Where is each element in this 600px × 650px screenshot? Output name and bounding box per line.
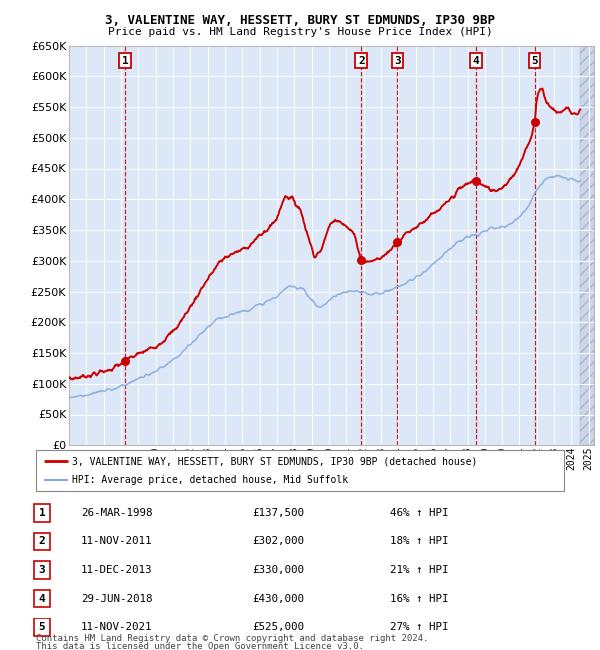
Text: 11-DEC-2013: 11-DEC-2013	[81, 565, 152, 575]
Text: £330,000: £330,000	[252, 565, 304, 575]
Text: 27% ↑ HPI: 27% ↑ HPI	[390, 622, 449, 632]
Text: 16% ↑ HPI: 16% ↑ HPI	[390, 593, 449, 604]
Text: 26-MAR-1998: 26-MAR-1998	[81, 508, 152, 518]
Text: 3, VALENTINE WAY, HESSETT, BURY ST EDMUNDS, IP30 9BP (detached house): 3, VALENTINE WAY, HESSETT, BURY ST EDMUN…	[72, 456, 477, 466]
Text: £430,000: £430,000	[252, 593, 304, 604]
Text: 4: 4	[473, 56, 479, 66]
Text: 11-NOV-2021: 11-NOV-2021	[81, 622, 152, 632]
Text: 3: 3	[394, 56, 401, 66]
Text: £525,000: £525,000	[252, 622, 304, 632]
Text: HPI: Average price, detached house, Mid Suffolk: HPI: Average price, detached house, Mid …	[72, 475, 348, 485]
Text: 21% ↑ HPI: 21% ↑ HPI	[390, 565, 449, 575]
Text: 18% ↑ HPI: 18% ↑ HPI	[390, 536, 449, 547]
Text: 4: 4	[38, 593, 46, 604]
Text: 5: 5	[38, 622, 46, 632]
Text: 1: 1	[38, 508, 46, 518]
Text: Price paid vs. HM Land Registry's House Price Index (HPI): Price paid vs. HM Land Registry's House …	[107, 27, 493, 37]
Bar	[580, 46, 594, 445]
Text: Contains HM Land Registry data © Crown copyright and database right 2024.: Contains HM Land Registry data © Crown c…	[36, 634, 428, 643]
Text: 1: 1	[122, 56, 128, 66]
Text: 2: 2	[38, 536, 46, 547]
Text: £302,000: £302,000	[252, 536, 304, 547]
Text: 2: 2	[358, 56, 365, 66]
Text: 3, VALENTINE WAY, HESSETT, BURY ST EDMUNDS, IP30 9BP: 3, VALENTINE WAY, HESSETT, BURY ST EDMUN…	[105, 14, 495, 27]
Text: 3: 3	[38, 565, 46, 575]
Text: £137,500: £137,500	[252, 508, 304, 518]
Text: 46% ↑ HPI: 46% ↑ HPI	[390, 508, 449, 518]
Text: 29-JUN-2018: 29-JUN-2018	[81, 593, 152, 604]
Text: This data is licensed under the Open Government Licence v3.0.: This data is licensed under the Open Gov…	[36, 642, 364, 650]
Text: 11-NOV-2011: 11-NOV-2011	[81, 536, 152, 547]
Text: 5: 5	[531, 56, 538, 66]
